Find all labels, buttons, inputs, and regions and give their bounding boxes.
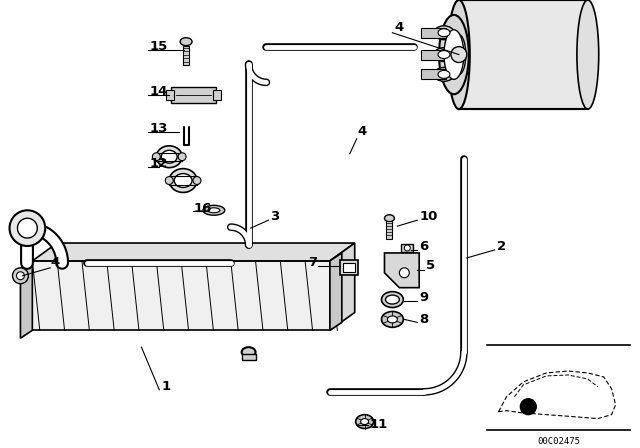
- Bar: [183, 46, 189, 65]
- Ellipse shape: [161, 150, 177, 163]
- Circle shape: [152, 153, 160, 161]
- Polygon shape: [330, 243, 355, 330]
- Circle shape: [165, 177, 173, 185]
- Text: 00C02475: 00C02475: [537, 437, 580, 447]
- Ellipse shape: [385, 215, 394, 222]
- Text: 12: 12: [149, 157, 168, 170]
- Text: 5: 5: [426, 259, 435, 272]
- Ellipse shape: [438, 70, 450, 78]
- Ellipse shape: [203, 205, 225, 215]
- Ellipse shape: [439, 15, 468, 94]
- Ellipse shape: [434, 26, 454, 40]
- Bar: [156, 153, 182, 161]
- Bar: [421, 28, 446, 38]
- Ellipse shape: [448, 0, 470, 109]
- Ellipse shape: [174, 173, 192, 187]
- Text: 6: 6: [419, 240, 428, 253]
- Bar: [387, 221, 392, 239]
- Text: 7: 7: [308, 256, 317, 269]
- Ellipse shape: [356, 415, 374, 429]
- Bar: [343, 263, 355, 272]
- Text: 3: 3: [271, 210, 280, 223]
- Text: 15: 15: [149, 40, 168, 53]
- Bar: [421, 50, 446, 60]
- Circle shape: [451, 47, 467, 62]
- Bar: [166, 90, 174, 100]
- Circle shape: [404, 245, 410, 251]
- Ellipse shape: [434, 47, 454, 61]
- Text: 4: 4: [394, 21, 404, 34]
- Ellipse shape: [381, 311, 403, 327]
- Polygon shape: [330, 253, 342, 330]
- Bar: [401, 244, 413, 252]
- Bar: [172, 87, 216, 103]
- Text: 9: 9: [419, 291, 428, 304]
- Ellipse shape: [434, 68, 454, 82]
- Ellipse shape: [156, 146, 182, 168]
- Text: 4: 4: [50, 256, 60, 269]
- Polygon shape: [385, 253, 419, 288]
- Bar: [459, 0, 588, 109]
- Text: 8: 8: [419, 313, 428, 326]
- Ellipse shape: [169, 168, 197, 193]
- Text: 16: 16: [194, 202, 212, 215]
- Text: 13: 13: [149, 122, 168, 135]
- Text: 11: 11: [369, 418, 388, 431]
- Circle shape: [193, 177, 201, 185]
- Bar: [340, 260, 358, 275]
- Ellipse shape: [208, 208, 220, 213]
- Polygon shape: [20, 261, 33, 338]
- Text: 4: 4: [358, 125, 367, 138]
- Ellipse shape: [387, 316, 397, 323]
- Text: 1: 1: [161, 380, 170, 393]
- Bar: [169, 176, 197, 185]
- Circle shape: [17, 218, 37, 238]
- Bar: [242, 354, 255, 360]
- Ellipse shape: [180, 38, 192, 46]
- Ellipse shape: [438, 51, 450, 59]
- Ellipse shape: [242, 347, 255, 357]
- Ellipse shape: [385, 295, 399, 304]
- Ellipse shape: [577, 0, 599, 109]
- Circle shape: [10, 210, 45, 246]
- Ellipse shape: [361, 418, 369, 425]
- Circle shape: [399, 268, 409, 278]
- Bar: [213, 90, 221, 100]
- Text: 10: 10: [419, 210, 438, 223]
- Circle shape: [13, 268, 28, 284]
- Ellipse shape: [381, 292, 403, 307]
- Circle shape: [520, 399, 536, 415]
- Circle shape: [17, 272, 24, 280]
- Circle shape: [178, 153, 186, 161]
- Polygon shape: [33, 243, 355, 261]
- Text: 2: 2: [497, 240, 506, 253]
- Ellipse shape: [438, 29, 450, 37]
- Ellipse shape: [452, 34, 466, 74]
- Text: 14: 14: [149, 85, 168, 98]
- Polygon shape: [33, 261, 330, 330]
- Bar: [421, 69, 446, 79]
- Ellipse shape: [444, 30, 464, 79]
